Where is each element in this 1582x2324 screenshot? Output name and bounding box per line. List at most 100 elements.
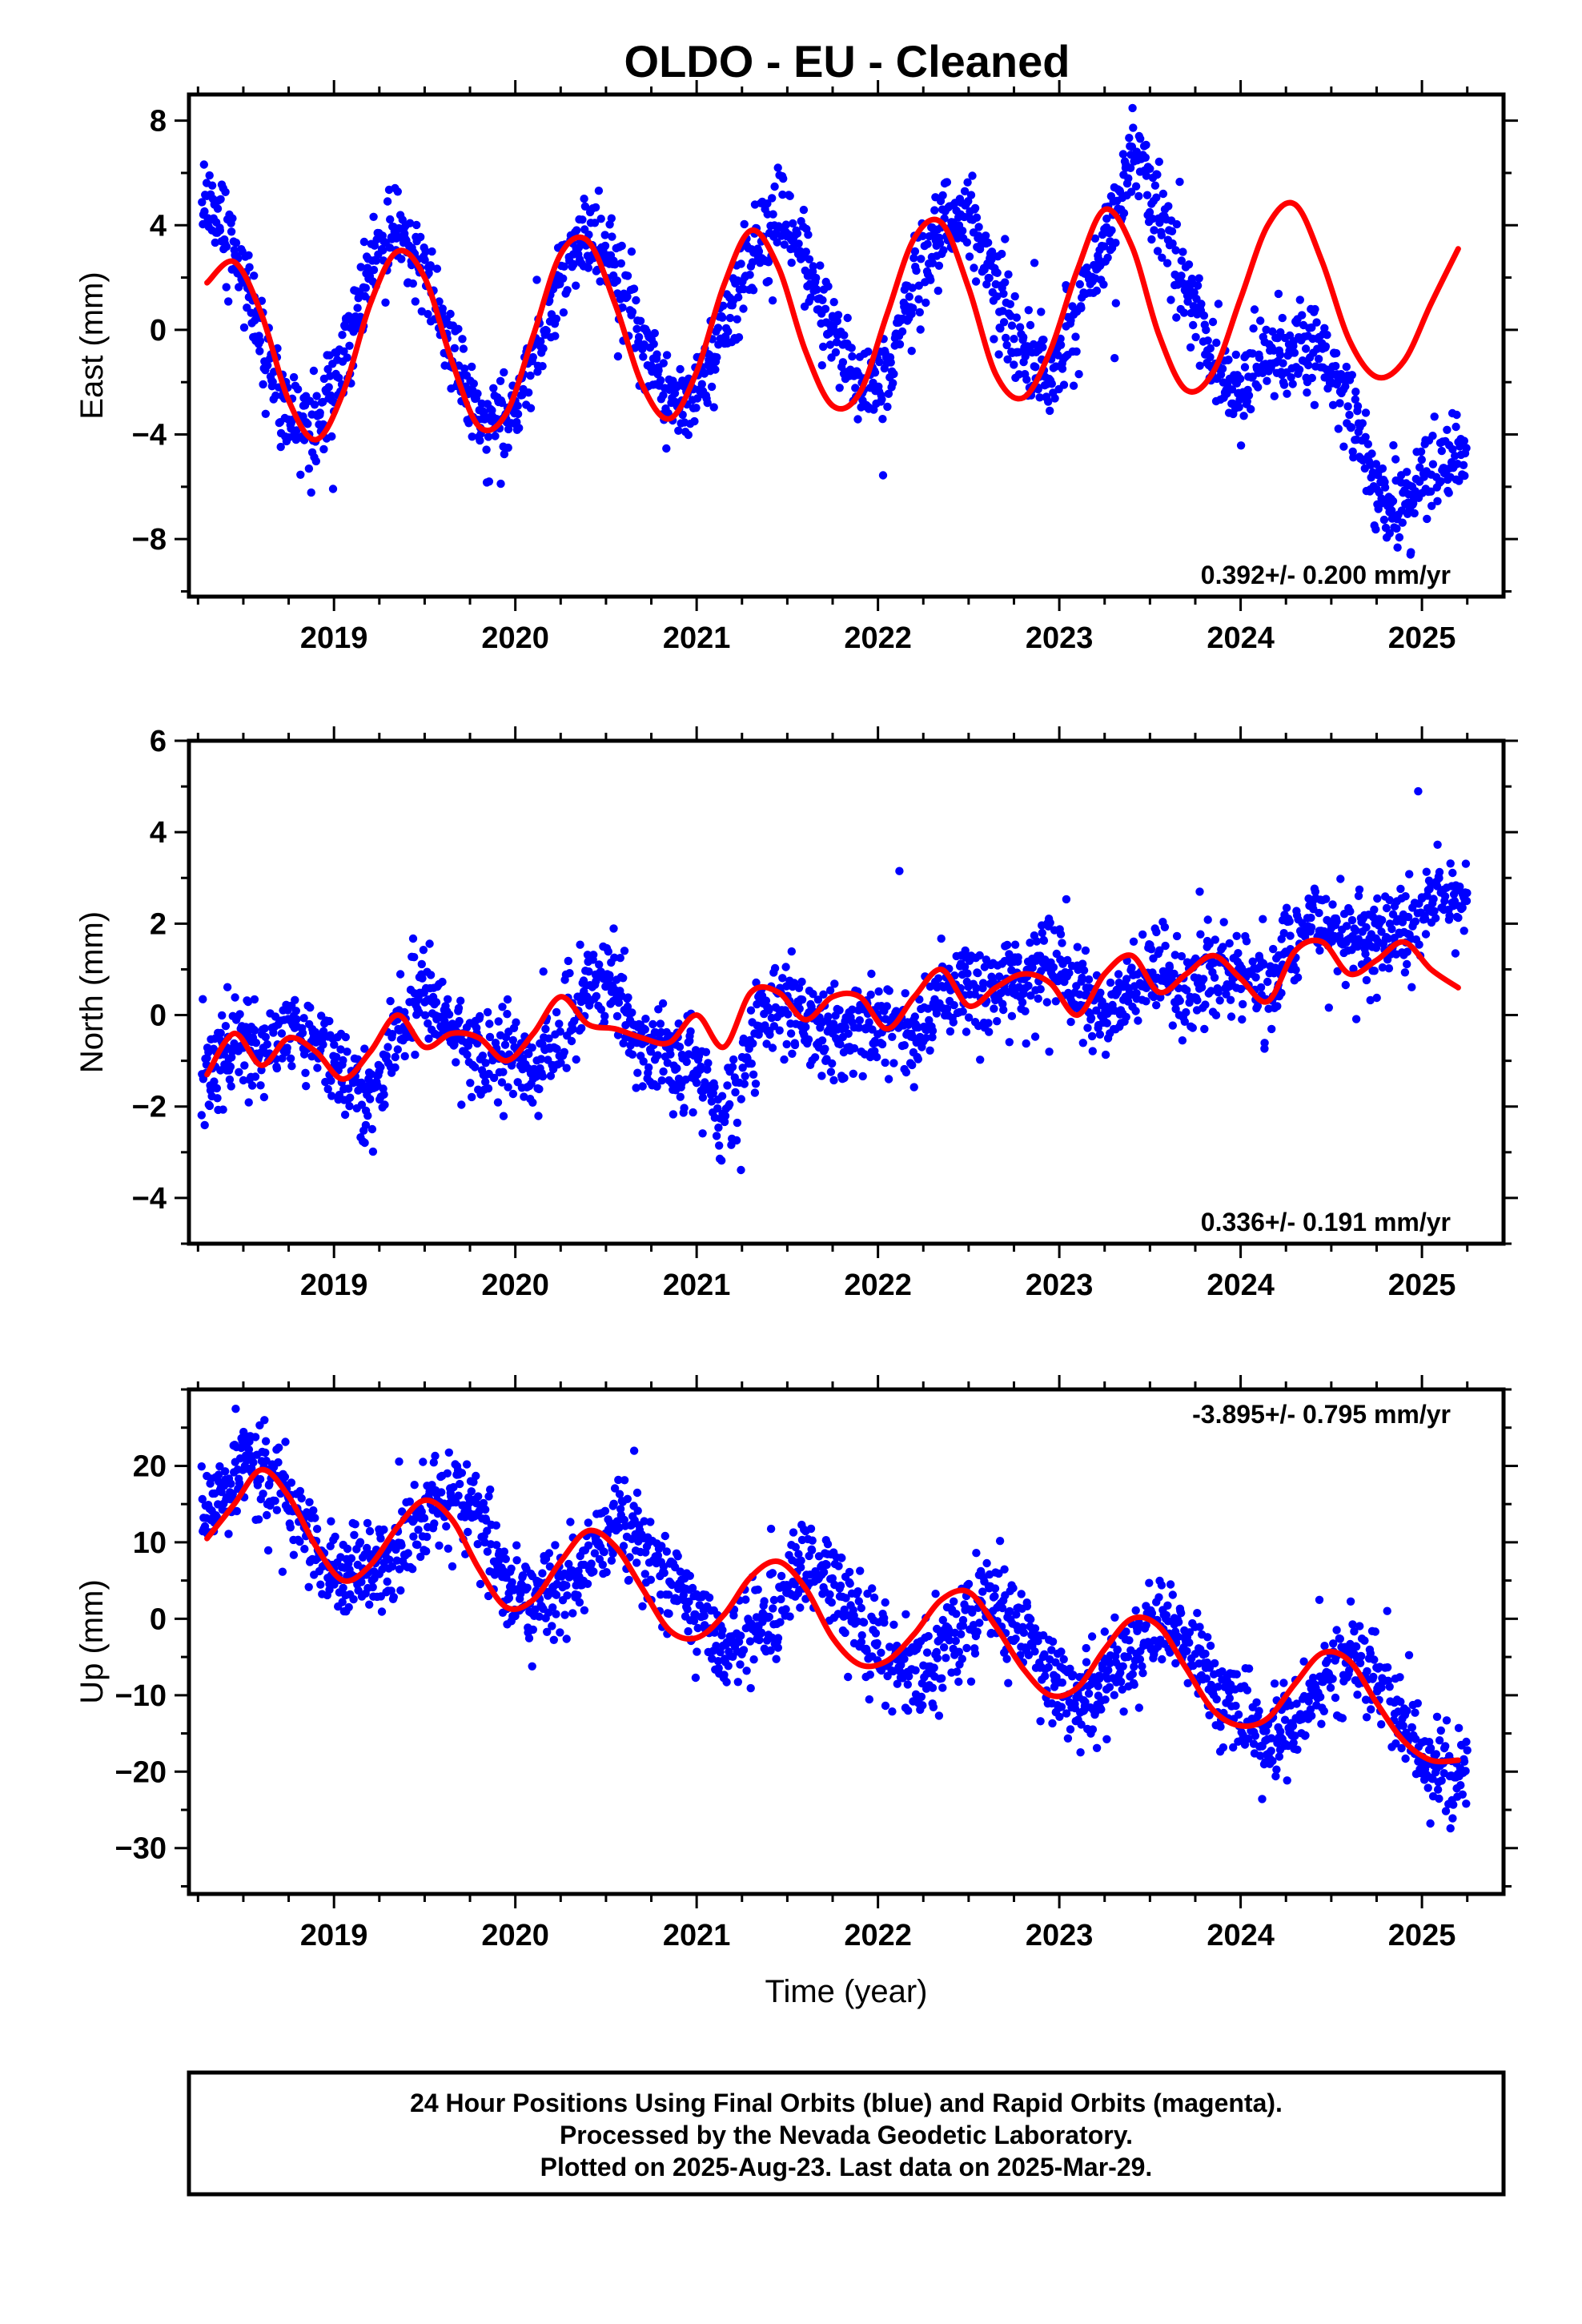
- data-point: [1355, 885, 1364, 895]
- data-point: [330, 1040, 339, 1049]
- data-point: [499, 1112, 508, 1120]
- data-point: [676, 1092, 685, 1101]
- data-point: [1320, 324, 1329, 332]
- data-point: [468, 432, 476, 441]
- data-point: [1026, 320, 1035, 330]
- data-point: [464, 1527, 472, 1537]
- x-tick-label: 2025: [1388, 621, 1456, 655]
- data-point: [261, 409, 270, 418]
- data-point: [849, 1043, 859, 1053]
- velocity-rate-label: 0.392+/- 0.200 mm/yr: [1201, 561, 1451, 589]
- data-point: [749, 1655, 758, 1664]
- data-point: [376, 1063, 385, 1072]
- data-point: [1227, 1012, 1236, 1021]
- data-point: [640, 1025, 649, 1034]
- data-point: [1071, 332, 1080, 341]
- data-point: [716, 1647, 725, 1657]
- data-point: [1155, 219, 1164, 227]
- data-point: [612, 276, 621, 285]
- data-point: [524, 1049, 533, 1059]
- data-point: [383, 197, 392, 206]
- data-point: [1193, 995, 1202, 1005]
- data-point: [889, 1059, 898, 1068]
- data-point: [387, 1030, 397, 1039]
- data-point: [769, 1604, 777, 1613]
- data-point: [602, 1568, 611, 1577]
- data-point: [848, 352, 857, 361]
- data-point: [341, 1032, 350, 1042]
- data-point: [1195, 274, 1203, 283]
- data-point: [613, 352, 623, 361]
- data-point: [295, 1537, 304, 1546]
- data-point: [1196, 930, 1205, 939]
- data-point: [231, 1405, 240, 1413]
- data-point: [1285, 917, 1294, 926]
- data-point: [926, 275, 935, 284]
- data-point: [1197, 300, 1206, 308]
- data-point: [604, 1525, 614, 1534]
- data-point: [1372, 993, 1381, 1003]
- data-point: [773, 1643, 782, 1652]
- data-point: [221, 1022, 231, 1031]
- data-point: [259, 1490, 267, 1498]
- data-point: [806, 1524, 816, 1534]
- east-panel: 2019 2020 2021 2022 2023 2024 2025−8−4048East …: [74, 80, 1518, 655]
- data-point: [624, 993, 632, 1002]
- data-point: [215, 1462, 224, 1471]
- data-point: [1026, 991, 1035, 1000]
- data-point: [1427, 501, 1436, 510]
- data-point: [344, 1602, 353, 1612]
- data-point: [420, 255, 429, 264]
- data-point: [1148, 968, 1157, 977]
- data-point: [425, 1487, 434, 1496]
- data-point: [1056, 930, 1066, 939]
- data-point: [1251, 973, 1260, 982]
- data-point: [213, 1094, 222, 1103]
- data-point: [786, 1029, 796, 1038]
- data-point: [1405, 870, 1414, 879]
- data-point: [219, 1482, 229, 1490]
- data-point: [770, 963, 780, 973]
- data-point: [632, 324, 641, 333]
- data-point: [836, 1581, 845, 1590]
- data-point: [1362, 923, 1371, 932]
- data-point: [610, 1484, 620, 1493]
- data-point: [1403, 947, 1412, 956]
- data-point: [552, 1007, 561, 1017]
- data-point: [976, 1055, 985, 1064]
- data-point: [750, 1088, 760, 1097]
- data-point: [494, 1017, 503, 1026]
- data-point: [360, 1138, 369, 1148]
- data-point: [844, 1029, 853, 1039]
- data-point: [980, 963, 990, 971]
- data-point: [825, 986, 835, 995]
- data-point: [1231, 350, 1241, 360]
- data-point: [458, 335, 467, 344]
- model-fit-line-north: [204, 937, 1461, 1082]
- data-point: [889, 379, 897, 388]
- data-point: [1124, 174, 1133, 183]
- data-point: [222, 283, 231, 292]
- data-point: [1353, 942, 1363, 951]
- data-point: [881, 1701, 890, 1711]
- data-point: [263, 361, 272, 370]
- data-point: [1315, 908, 1323, 918]
- data-point: [1152, 927, 1161, 937]
- data-point: [737, 1095, 745, 1104]
- data-point: [1162, 259, 1172, 267]
- data-point: [829, 1076, 838, 1085]
- data-point: [779, 174, 788, 183]
- data-point: [250, 995, 259, 1004]
- data-point: [325, 1016, 334, 1026]
- data-point: [619, 974, 628, 983]
- data-point: [1328, 900, 1337, 909]
- data-point: [685, 1571, 694, 1581]
- data-point: [1462, 896, 1472, 906]
- y-tick-label: 6: [150, 725, 167, 758]
- data-point: [958, 1007, 967, 1016]
- data-point: [1407, 983, 1416, 991]
- data-point: [1262, 325, 1271, 334]
- data-point: [484, 1492, 493, 1501]
- data-point: [556, 1059, 565, 1068]
- data-point: [734, 293, 743, 302]
